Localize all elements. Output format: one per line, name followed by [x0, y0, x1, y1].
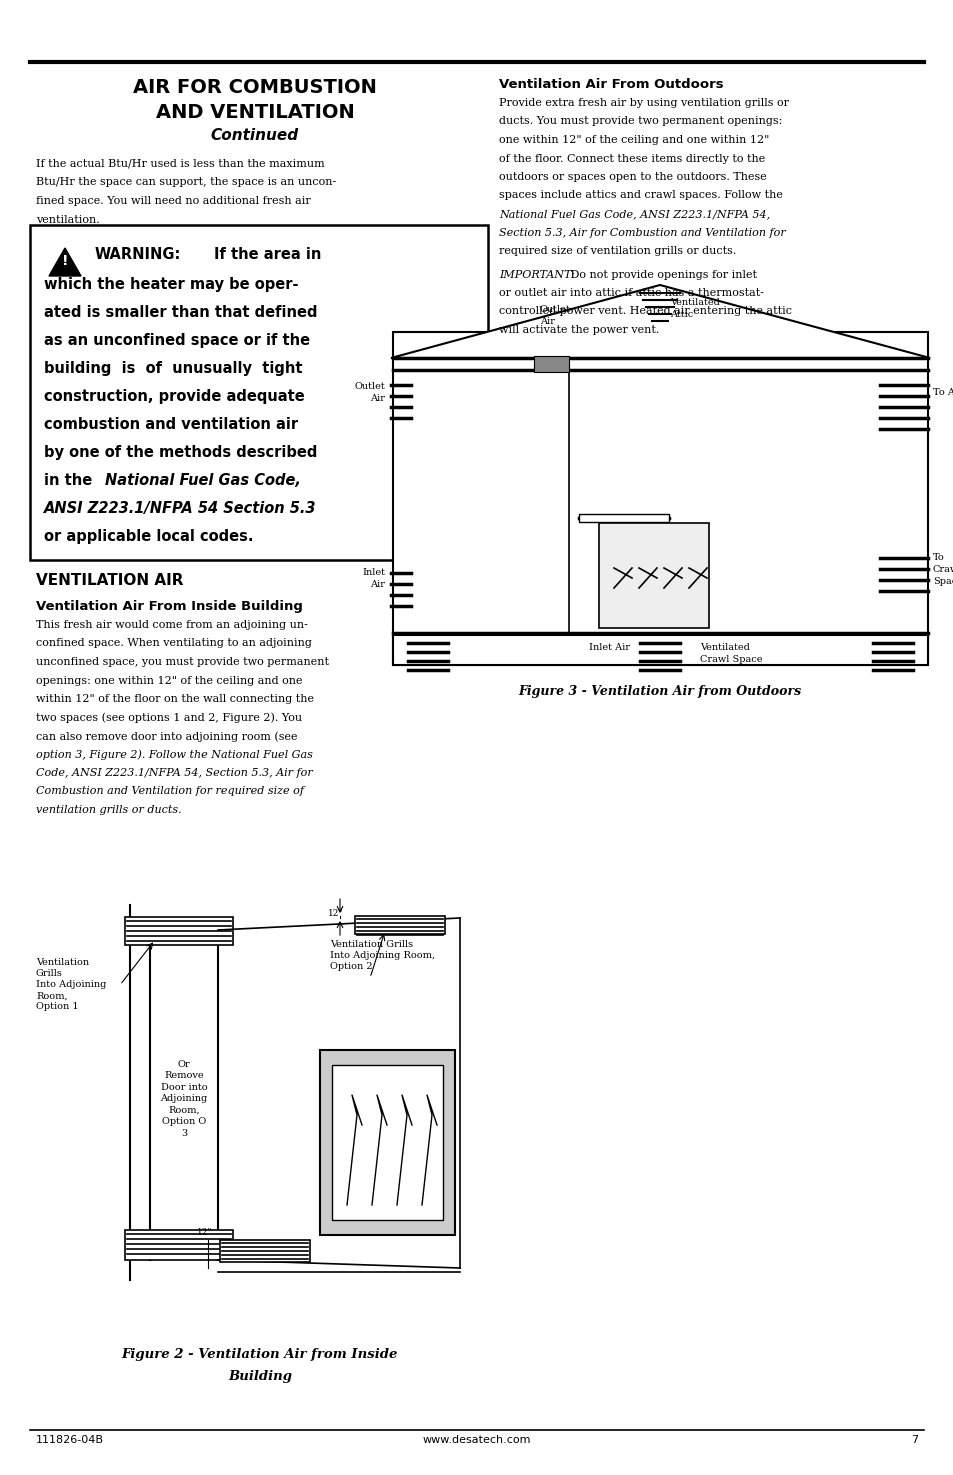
Text: !: ! [62, 254, 69, 268]
Text: which the heater may be oper-: which the heater may be oper- [44, 277, 298, 292]
Text: Building: Building [228, 1370, 292, 1384]
Text: Inlet
Air: Inlet Air [361, 568, 385, 589]
Text: ducts. You must provide two permanent openings:: ducts. You must provide two permanent op… [498, 117, 781, 127]
Text: Ventilation Grills
Into Adjoining Room,
Option 2: Ventilation Grills Into Adjoining Room, … [330, 940, 435, 971]
Text: IMPORTANT:: IMPORTANT: [498, 270, 574, 279]
Text: If the area in: If the area in [213, 246, 321, 263]
Text: one within 12" of the ceiling and one within 12": one within 12" of the ceiling and one wi… [498, 136, 768, 145]
Text: or outlet air into attic if attic has a thermostat-: or outlet air into attic if attic has a … [498, 288, 763, 298]
Text: required size of ventilation grills or ducts.: required size of ventilation grills or d… [498, 246, 736, 257]
Text: or applicable local codes.: or applicable local codes. [44, 530, 253, 544]
Text: Ventilated
Attic: Ventilated Attic [669, 298, 720, 319]
Bar [332, 1065, 442, 1220]
Text: National Fuel Gas Code,: National Fuel Gas Code, [105, 473, 300, 488]
Text: 7: 7 [910, 1435, 917, 1446]
Polygon shape [49, 248, 81, 276]
Bar [125, 1230, 233, 1260]
Text: Btu/Hr the space can support, the space is an uncon-: Btu/Hr the space can support, the space … [36, 177, 335, 187]
Text: in the: in the [44, 473, 97, 488]
Text: 12": 12" [327, 910, 343, 919]
Text: building  is  of  unusually  tight: building is of unusually tight [44, 361, 302, 376]
Text: www.desatech.com: www.desatech.com [422, 1435, 531, 1446]
Text: 12": 12" [196, 1229, 212, 1238]
Text: 111826-04B: 111826-04B [36, 1435, 104, 1446]
Text: AND VENTILATION: AND VENTILATION [155, 103, 354, 122]
Text: National Fuel Gas Code, ANSI Z223.1/NFPA 54,: National Fuel Gas Code, ANSI Z223.1/NFPA… [498, 209, 769, 218]
Bar [534, 355, 568, 372]
Bar [393, 636, 927, 665]
Bar [598, 524, 708, 628]
Text: spaces include attics and crawl spaces. Follow the: spaces include attics and crawl spaces. … [498, 190, 782, 201]
Text: ANSI Z223.1/NFPA 54 Section 5.3: ANSI Z223.1/NFPA 54 Section 5.3 [44, 502, 316, 516]
Text: of the floor. Connect these items directly to the: of the floor. Connect these items direct… [498, 153, 764, 164]
Bar [355, 916, 444, 934]
Text: To
Crawl
Space: To Crawl Space [932, 553, 953, 586]
Bar [125, 917, 233, 945]
Text: Outlet
Air: Outlet Air [354, 382, 385, 403]
Text: Figure 2 - Ventilation Air from Inside: Figure 2 - Ventilation Air from Inside [122, 1348, 397, 1361]
Text: will activate the power vent.: will activate the power vent. [498, 324, 659, 335]
Bar [30, 226, 488, 560]
Text: two spaces (see options 1 and 2, Figure 2). You: two spaces (see options 1 and 2, Figure … [36, 712, 302, 723]
Text: ventilation.: ventilation. [36, 215, 100, 226]
Bar [393, 332, 927, 665]
Text: Ventilated
Crawl Space: Ventilated Crawl Space [700, 643, 761, 664]
Text: To Attic: To Attic [932, 388, 953, 397]
Text: Code, ANSI Z223.1/NFPA 54, Section 5.3, Air for: Code, ANSI Z223.1/NFPA 54, Section 5.3, … [36, 768, 313, 777]
Text: Figure 3 - Ventilation Air from Outdoors: Figure 3 - Ventilation Air from Outdoors [517, 684, 801, 698]
Text: AIR FOR COMBUSTION: AIR FOR COMBUSTION [132, 78, 376, 97]
Text: confined space. When ventilating to an adjoining: confined space. When ventilating to an a… [36, 639, 312, 649]
Text: construction, provide adequate: construction, provide adequate [44, 389, 304, 404]
Text: as an unconfined space or if the: as an unconfined space or if the [44, 333, 310, 348]
Text: VENTILATION AIR: VENTILATION AIR [36, 572, 183, 589]
Text: unconfined space, you must provide two permanent: unconfined space, you must provide two p… [36, 656, 329, 667]
Text: Section 5.3, Air for Combustion and Ventilation for: Section 5.3, Air for Combustion and Vent… [498, 227, 785, 237]
Polygon shape [391, 285, 929, 358]
Text: Ventilation Air From Outdoors: Ventilation Air From Outdoors [498, 78, 723, 91]
Text: Inlet Air: Inlet Air [589, 643, 630, 652]
Text: Continued: Continued [211, 128, 298, 143]
Text: fined space. You will need no additional fresh air: fined space. You will need no additional… [36, 196, 311, 207]
Text: Do not provide openings for inlet: Do not provide openings for inlet [566, 270, 757, 279]
Text: option 3, Figure 2). Follow the National Fuel Gas: option 3, Figure 2). Follow the National… [36, 749, 313, 760]
Text: ated is smaller than that defined: ated is smaller than that defined [44, 305, 317, 320]
Text: openings: one within 12" of the ceiling and one: openings: one within 12" of the ceiling … [36, 676, 302, 686]
Text: If the actual Btu/Hr used is less than the maximum: If the actual Btu/Hr used is less than t… [36, 158, 324, 168]
Text: Ventilation
Grills
Into Adjoining
Room,
Option 1: Ventilation Grills Into Adjoining Room, … [36, 957, 107, 1012]
Text: by one of the methods described: by one of the methods described [44, 445, 317, 460]
Text: Or
Remove
Door into
Adjoining
Room,
Option O
3: Or Remove Door into Adjoining Room, Opti… [160, 1061, 208, 1137]
Text: controlled power vent. Heated air entering the attic: controlled power vent. Heated air enteri… [498, 307, 791, 317]
Text: Ventilation Air From Inside Building: Ventilation Air From Inside Building [36, 600, 302, 614]
Text: can also remove door into adjoining room (see: can also remove door into adjoining room… [36, 732, 297, 742]
Text: ventilation grills or ducts.: ventilation grills or ducts. [36, 805, 181, 816]
Text: Outlet
Air: Outlet Air [539, 305, 570, 326]
Text: Combustion and Ventilation for required size of: Combustion and Ventilation for required … [36, 786, 304, 797]
Text: outdoors or spaces open to the outdoors. These: outdoors or spaces open to the outdoors.… [498, 173, 766, 181]
Bar [319, 1050, 455, 1235]
Text: combustion and ventilation air: combustion and ventilation air [44, 417, 297, 432]
Text: This fresh air would come from an adjoining un-: This fresh air would come from an adjoin… [36, 620, 308, 630]
Text: WARNING:: WARNING: [95, 246, 181, 263]
Text: Provide extra fresh air by using ventilation grills or: Provide extra fresh air by using ventila… [498, 97, 788, 108]
Bar [220, 1240, 310, 1263]
Text: within 12" of the floor on the wall connecting the: within 12" of the floor on the wall conn… [36, 695, 314, 704]
Bar [578, 513, 668, 522]
